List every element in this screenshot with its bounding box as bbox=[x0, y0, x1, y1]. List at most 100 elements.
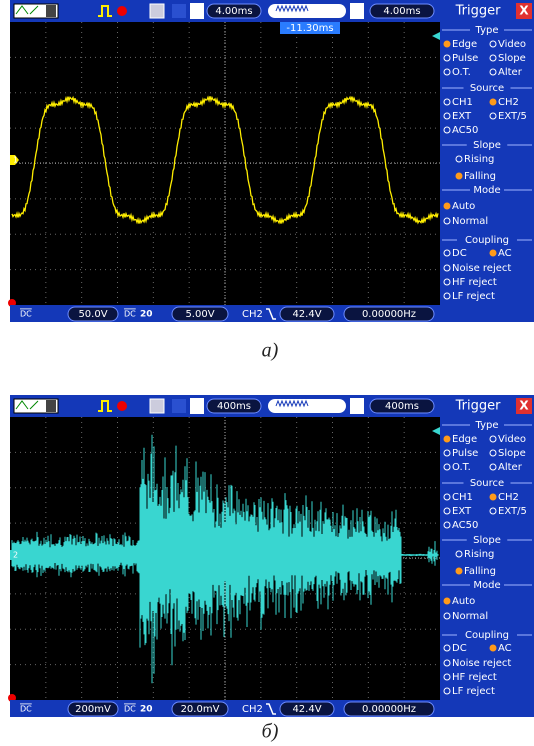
close[interactable]: X bbox=[519, 4, 529, 18]
readout: 20.0mV bbox=[181, 704, 220, 715]
readout: 400ms bbox=[217, 401, 251, 412]
menu-option[interactable]: Edge bbox=[452, 434, 477, 445]
menu-option[interactable]: EXT bbox=[452, 111, 472, 122]
icon bbox=[117, 6, 127, 16]
radio bbox=[490, 99, 496, 105]
readout: 200mV bbox=[75, 704, 111, 715]
icon bbox=[150, 4, 164, 18]
menu-option[interactable]: Alter bbox=[498, 462, 523, 473]
menu-option[interactable]: HF reject bbox=[452, 672, 497, 683]
window: W bbox=[351, 399, 363, 412]
menu-option[interactable]: Rising bbox=[464, 154, 494, 165]
icon bbox=[172, 399, 186, 413]
menu-header: Mode bbox=[473, 185, 500, 196]
menu-option[interactable]: HF reject bbox=[452, 277, 497, 288]
menu-option[interactable]: Pulse bbox=[452, 53, 478, 64]
close[interactable]: X bbox=[519, 399, 529, 413]
menu-option[interactable]: EXT/5 bbox=[498, 506, 527, 517]
menu-option[interactable]: LF reject bbox=[452, 291, 495, 302]
radio bbox=[456, 173, 462, 179]
menu-header: Type bbox=[475, 420, 499, 431]
menu-title: Trigger bbox=[455, 4, 501, 19]
menu-option[interactable]: Noise reject bbox=[452, 658, 511, 669]
readout: 42.4V bbox=[292, 309, 321, 320]
menu-option[interactable]: CH1 bbox=[452, 492, 473, 503]
icon bbox=[46, 400, 56, 412]
caption: а) bbox=[262, 340, 279, 362]
menu-option[interactable]: Normal bbox=[452, 611, 488, 622]
channel-marker: 1 bbox=[13, 156, 18, 165]
menu-option[interactable]: Normal bbox=[452, 216, 488, 227]
trigger-pos-label: -11.30ms bbox=[286, 23, 333, 34]
trigger-source: CH2 bbox=[242, 309, 263, 320]
readout: 50.0V bbox=[78, 309, 107, 320]
menu-option[interactable]: Auto bbox=[452, 596, 475, 607]
radio bbox=[444, 203, 450, 209]
menu-option[interactable]: Pulse bbox=[452, 448, 478, 459]
page: {"panels": [ {"top_bar": {"mode": "M", "… bbox=[0, 0, 534, 746]
menu-header: Slope bbox=[473, 140, 501, 151]
menu-option[interactable]: Rising bbox=[464, 549, 494, 560]
menu-header: Mode bbox=[473, 580, 500, 591]
icon bbox=[150, 399, 164, 413]
menu-option[interactable]: O.T. bbox=[452, 67, 471, 78]
menu-header: Source bbox=[470, 83, 504, 94]
icon bbox=[172, 4, 186, 18]
readout: 42.4V bbox=[292, 704, 321, 715]
bandwidth: 20 bbox=[140, 310, 153, 320]
mode: M bbox=[192, 399, 203, 412]
menu-option[interactable]: Noise reject bbox=[452, 263, 511, 274]
figure: M 4.00ms W 4.00ms -11.30ms 1 DC 50.0V DC 20 5.00V C… bbox=[0, 0, 534, 746]
menu-option[interactable]: Slope bbox=[498, 53, 526, 64]
channel-marker: 2 bbox=[13, 551, 18, 560]
menu-option[interactable]: AC bbox=[498, 643, 512, 654]
readout: 400ms bbox=[385, 401, 419, 412]
menu-header: Type bbox=[475, 25, 499, 36]
menu-option[interactable]: EXT bbox=[452, 506, 472, 517]
menu-header: Coupling bbox=[465, 235, 509, 246]
radio bbox=[444, 598, 450, 604]
menu-option[interactable]: Video bbox=[498, 39, 526, 50]
menu-option[interactable]: CH1 bbox=[452, 97, 473, 108]
radio bbox=[490, 645, 496, 651]
menu-option[interactable]: CH2 bbox=[498, 97, 519, 108]
menu-option[interactable]: Falling bbox=[464, 171, 496, 182]
menu-option[interactable]: EXT/5 bbox=[498, 111, 527, 122]
menu-option[interactable]: Edge bbox=[452, 39, 477, 50]
menu-option[interactable]: O.T. bbox=[452, 462, 471, 473]
menu-option[interactable]: Auto bbox=[452, 201, 475, 212]
bandwidth: 20 bbox=[140, 705, 153, 715]
menu-option[interactable]: Falling bbox=[464, 566, 496, 577]
menu-option[interactable]: Slope bbox=[498, 448, 526, 459]
mode: M bbox=[192, 4, 203, 17]
radio bbox=[444, 436, 450, 442]
menu-option[interactable]: DC bbox=[452, 248, 467, 259]
coupling: DC bbox=[124, 705, 136, 714]
menu-option[interactable]: AC bbox=[498, 248, 512, 259]
menu-header: Slope bbox=[473, 535, 501, 546]
readout: 5.00V bbox=[185, 309, 214, 320]
coupling: DC bbox=[20, 705, 32, 714]
icon bbox=[117, 401, 127, 411]
menu-option[interactable]: Video bbox=[498, 434, 526, 445]
menu-option[interactable]: AC50 bbox=[452, 520, 478, 531]
coupling: DC bbox=[20, 310, 32, 319]
radio bbox=[444, 41, 450, 47]
radio bbox=[456, 568, 462, 574]
caption: б) bbox=[262, 721, 279, 743]
radio bbox=[490, 250, 496, 256]
coupling: DC bbox=[124, 310, 136, 319]
icon bbox=[46, 5, 56, 17]
menu-title: Trigger bbox=[455, 399, 501, 414]
readout: 0.00000Hz bbox=[362, 309, 416, 320]
radio bbox=[490, 494, 496, 500]
menu-option[interactable]: LF reject bbox=[452, 686, 495, 697]
menu-option[interactable]: AC50 bbox=[452, 125, 478, 136]
readout: 4.00ms bbox=[383, 6, 420, 17]
menu-header: Source bbox=[470, 478, 504, 489]
readout: 4.00ms bbox=[215, 6, 252, 17]
menu-option[interactable]: Alter bbox=[498, 67, 523, 78]
menu-header: Coupling bbox=[465, 630, 509, 641]
menu-option[interactable]: DC bbox=[452, 643, 467, 654]
menu-option[interactable]: CH2 bbox=[498, 492, 519, 503]
